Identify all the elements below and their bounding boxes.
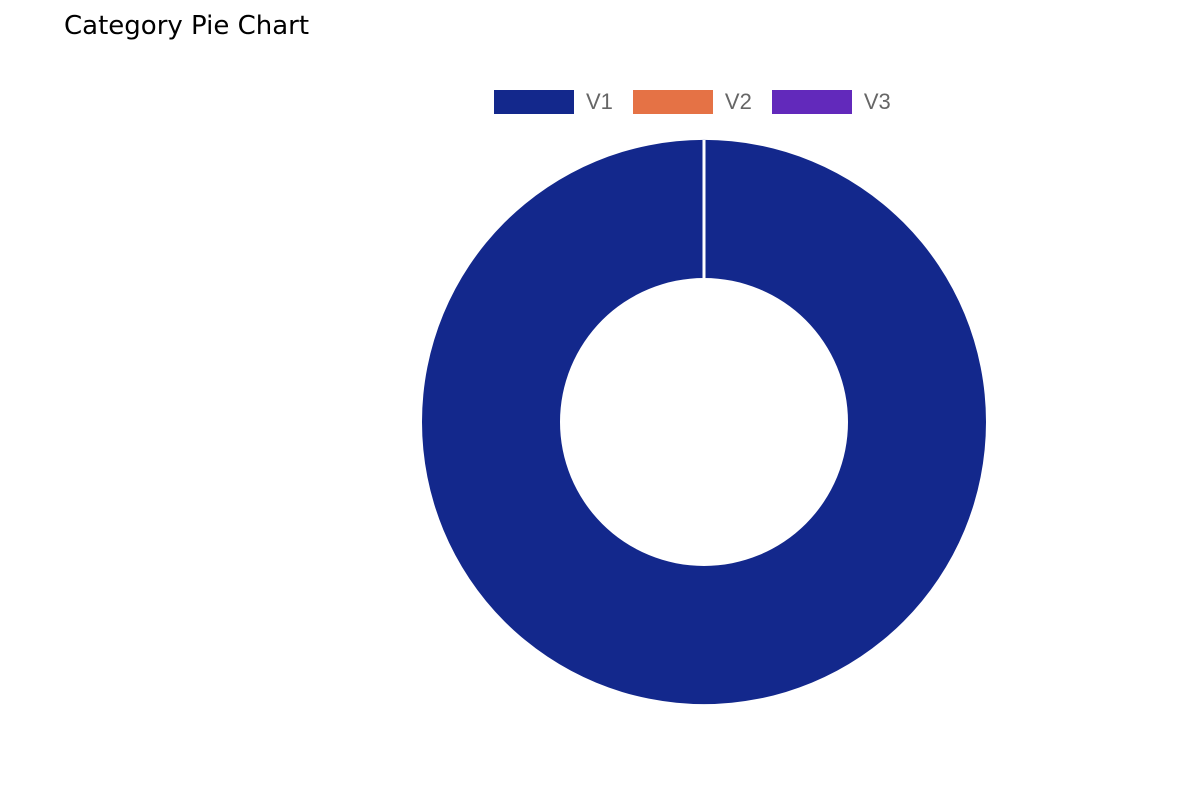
legend-label-v3: V3 (863, 89, 891, 114)
legend-item-v1[interactable]: V1 (494, 89, 613, 115)
legend-item-v2[interactable]: V2 (632, 89, 752, 115)
legend-label-v1: V1 (586, 89, 613, 114)
legend-swatch-v1 (494, 90, 574, 114)
chart-legend: V1 V2 V3 (494, 89, 911, 115)
legend-item-v3[interactable]: V3 (771, 89, 891, 115)
legend-swatch-v2 (632, 90, 713, 114)
legend-swatch-v3 (771, 90, 852, 114)
slice-v1[interactable] (421, 139, 987, 705)
chart-title: Category Pie Chart (64, 11, 310, 41)
legend-label-v2: V2 (724, 89, 752, 114)
